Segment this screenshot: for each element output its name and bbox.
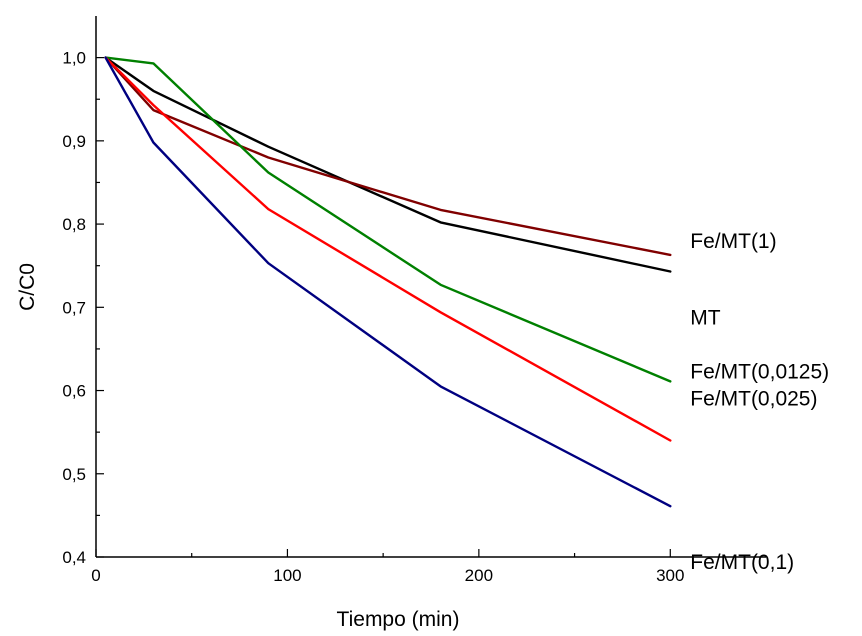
- axes: 0 100 200 300 0,4 0,5 0,6 0,7 0,8 0,9 1,0: [62, 16, 766, 585]
- x-tick-label: 200: [465, 566, 493, 585]
- y-tick-label: 1,0: [62, 49, 86, 68]
- x-tick-label: 300: [656, 566, 684, 585]
- series-label-fe-mt-1: Fe/MT(1): [690, 230, 776, 253]
- y-tick-label: 0,5: [62, 465, 86, 484]
- x-axis-title: Tiempo (min): [337, 608, 460, 631]
- series-label-fe-mt-0-1: Fe/MT(0,1): [690, 551, 794, 574]
- y-tick-label: 0,6: [62, 382, 86, 401]
- series-line-fe-mt-0-025: [106, 58, 671, 441]
- y-tick-label: 0,4: [62, 548, 86, 567]
- series-label-mt: MT: [690, 307, 720, 330]
- series-label-fe-mt-0-025: Fe/MT(0,025): [690, 387, 817, 410]
- y-tick-label: 0,9: [62, 132, 86, 151]
- x-tick-label: 0: [91, 566, 100, 585]
- series-line-fe-mt-0-0125: [106, 58, 671, 382]
- x-tick-label: 100: [273, 566, 301, 585]
- series-line-fe-mt-1: [106, 58, 671, 255]
- plot-lines: [106, 58, 671, 507]
- series-label-fe-mt-0-0125: Fe/MT(0,0125): [690, 360, 829, 383]
- y-tick-label: 0,7: [62, 298, 86, 317]
- y-axis-title: C/C0: [16, 263, 39, 311]
- y-tick-label: 0,8: [62, 215, 86, 234]
- series-labels: MT Fe/MT(1) Fe/MT(0,0125) Fe/MT(0,025) Fe/MT…: [690, 230, 829, 574]
